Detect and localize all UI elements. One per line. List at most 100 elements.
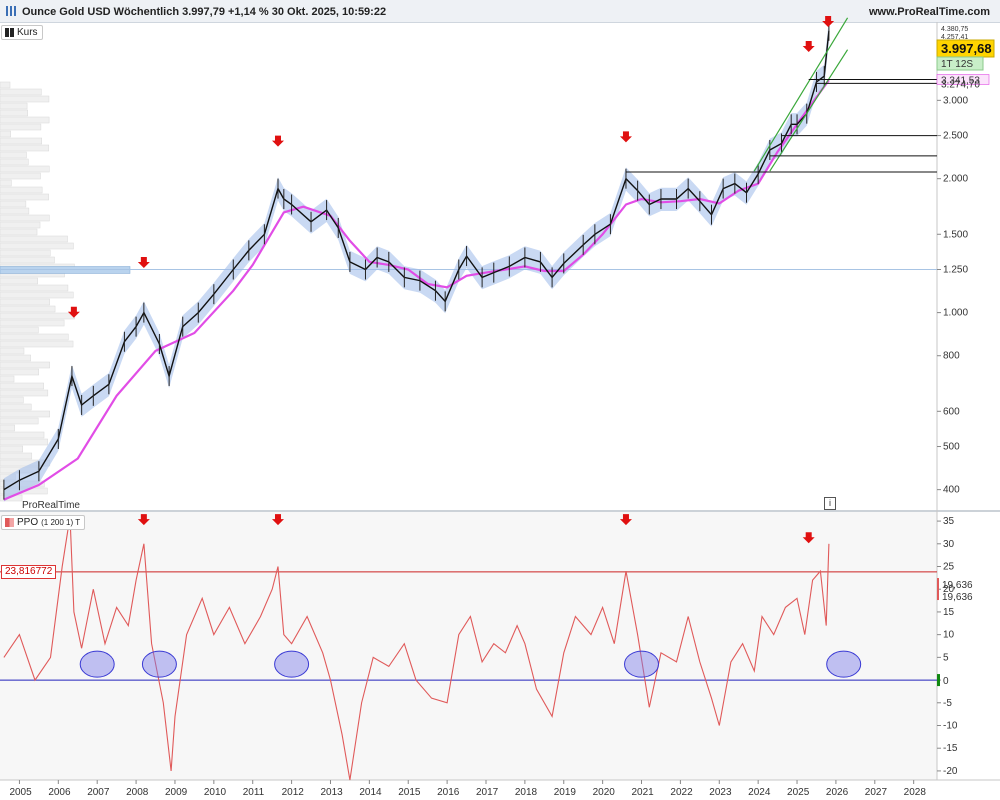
x-tick-label: 2007 bbox=[87, 787, 110, 798]
ppo-y-tick-label: 10 bbox=[943, 630, 955, 641]
x-tick-label: 2011 bbox=[243, 787, 265, 798]
ppo-value-label: 19,636 bbox=[942, 580, 973, 591]
volume-profile-bar bbox=[0, 368, 39, 376]
x-tick-label: 2005 bbox=[9, 787, 32, 798]
x-tick-label: 2019 bbox=[554, 787, 577, 798]
candles-icon bbox=[5, 28, 14, 37]
x-tick-label: 2013 bbox=[320, 787, 343, 798]
volume-profile-bar bbox=[0, 410, 51, 418]
ppo-y-tick-label: 35 bbox=[943, 516, 955, 527]
volume-profile-bar bbox=[0, 151, 27, 159]
volume-profile-bar bbox=[0, 88, 42, 96]
volume-profile-bar bbox=[0, 326, 39, 334]
volume-profile-bar bbox=[0, 347, 25, 355]
ppo-value-marker bbox=[937, 578, 939, 601]
ppo-line bbox=[3, 516, 830, 781]
x-tick-label: 2018 bbox=[515, 787, 538, 798]
volume-profile-bar bbox=[0, 193, 49, 201]
timeframe-badge-label: 1T 12S bbox=[941, 59, 973, 70]
y-tick-label: 800 bbox=[943, 351, 960, 362]
ppo-y-tick-label: 30 bbox=[943, 539, 955, 550]
volume-profile-bar bbox=[0, 361, 50, 369]
x-tick-label: 2016 bbox=[437, 787, 460, 798]
volume-profile-bar bbox=[0, 242, 74, 250]
x-tick-label: 2025 bbox=[787, 787, 810, 798]
y-tick-label: 3.000 bbox=[943, 95, 968, 106]
x-tick-label: 2012 bbox=[282, 787, 305, 798]
x-tick-label: 2008 bbox=[126, 787, 149, 798]
high-label: 4.257,41 bbox=[941, 34, 968, 41]
grip-icon[interactable] bbox=[5, 5, 17, 17]
ppo-ellipse bbox=[141, 650, 177, 678]
volume-profile-bar bbox=[0, 165, 50, 173]
y-tick-label: 1.500 bbox=[943, 229, 968, 240]
y-tick-label: 400 bbox=[943, 485, 960, 496]
ppo-zero-label: 0 bbox=[943, 676, 949, 687]
ppo-value-label: 19,636 bbox=[942, 592, 973, 603]
x-tick-label: 2020 bbox=[593, 787, 616, 798]
volume-profile-bar bbox=[0, 235, 68, 243]
volume-profile-bar bbox=[0, 403, 32, 411]
ppo-y-tick-label: 5 bbox=[943, 652, 949, 663]
peak-arrow-icon bbox=[137, 256, 150, 268]
ppo-y-tick-label: -15 bbox=[943, 743, 958, 754]
volume-profile-bar bbox=[0, 116, 50, 124]
volume-profile-bar bbox=[0, 389, 49, 397]
volume-profile-bar bbox=[0, 109, 28, 117]
volume-profile-bar bbox=[0, 291, 74, 299]
chart-title: Ounce Gold USD Wöchentlich 3.997,79 +1,1… bbox=[22, 6, 387, 18]
volume-profile-bar bbox=[0, 81, 11, 89]
x-tick-label: 2010 bbox=[204, 787, 227, 798]
volume-profile-bar bbox=[0, 186, 43, 194]
volume-profile-bar bbox=[0, 396, 24, 404]
price-line bbox=[3, 30, 830, 491]
price-panel-tag[interactable]: Kurs bbox=[1, 25, 43, 40]
ppo-panel-label: PPO bbox=[17, 517, 39, 528]
info-icon[interactable]: i bbox=[824, 497, 836, 510]
x-tick-label: 2015 bbox=[398, 787, 421, 798]
price-band bbox=[3, 19, 829, 502]
x-tick-label: 2024 bbox=[748, 787, 771, 798]
x-tick-label: 2026 bbox=[826, 787, 849, 798]
level-label: 3.274,70 bbox=[941, 79, 980, 90]
y-tick-label: 500 bbox=[943, 442, 960, 453]
brand-label: ProRealTime bbox=[22, 500, 80, 511]
high-label: 4.380,75 bbox=[941, 26, 968, 33]
ppo-ellipse bbox=[826, 650, 862, 678]
ppo-peak-arrow-icon bbox=[802, 532, 815, 544]
ppo-y-tick-label: 20 bbox=[943, 584, 955, 595]
peak-arrow-icon bbox=[619, 131, 632, 143]
volume-profile-bar bbox=[0, 249, 51, 257]
volume-profile-bar bbox=[0, 130, 11, 138]
level-label: 3.341,53 bbox=[941, 76, 980, 87]
volume-profile-bar bbox=[0, 438, 48, 446]
ppo-threshold-label: 23,816772 bbox=[1, 564, 57, 579]
moving-average-line bbox=[3, 79, 830, 501]
ppo-y-tick-label: -20 bbox=[943, 766, 958, 777]
indicator-icon bbox=[5, 518, 14, 527]
y-tick-label: 600 bbox=[943, 406, 960, 417]
ppo-y-tick-label: -5 bbox=[943, 698, 952, 709]
x-tick-label: 2006 bbox=[48, 787, 71, 798]
ppo-y-tick-label: 15 bbox=[943, 607, 955, 618]
volume-profile-bar bbox=[0, 158, 29, 166]
x-tick-label: 2014 bbox=[359, 787, 382, 798]
volume-profile-bar bbox=[0, 137, 42, 145]
volume-profile-bar bbox=[0, 340, 74, 348]
volume-profile-bar bbox=[0, 375, 15, 383]
peak-arrow-icon bbox=[67, 306, 80, 318]
volume-profile-bar bbox=[0, 312, 75, 320]
volume-profile-bar bbox=[0, 354, 31, 362]
ppo-panel-tag[interactable]: PPO (1 200 1) T bbox=[1, 515, 86, 530]
current-price-value: 3.997,68 bbox=[941, 41, 992, 56]
peak-arrow-icon bbox=[822, 16, 835, 27]
ppo-peak-arrow-icon bbox=[137, 514, 150, 526]
ppo-ellipse bbox=[624, 650, 660, 678]
ppo-ellipse bbox=[274, 650, 310, 678]
site-link[interactable]: www.ProRealTime.com bbox=[868, 6, 990, 18]
ppo-peak-arrow-icon bbox=[619, 514, 632, 526]
peak-arrow-icon bbox=[271, 135, 284, 147]
volume-profile-bar bbox=[0, 221, 41, 229]
volume-profile-bar bbox=[0, 431, 45, 439]
